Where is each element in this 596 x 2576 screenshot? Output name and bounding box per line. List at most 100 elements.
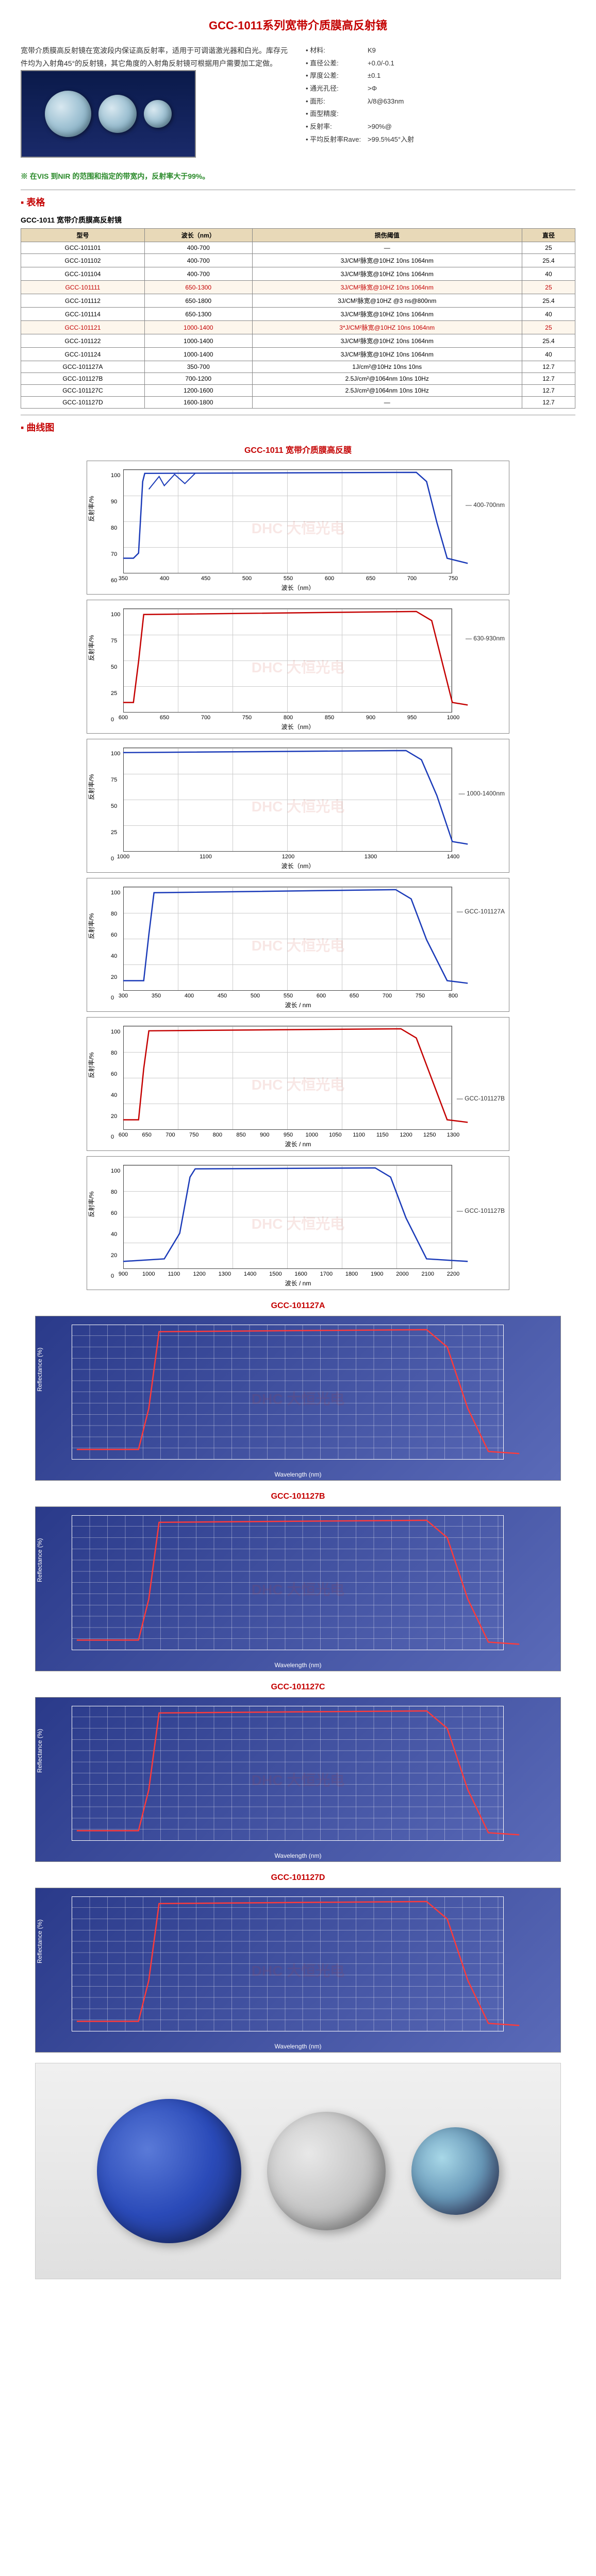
table-cell: 40 [522,267,575,281]
table-cell: 2.5J/cm²@1064nm 10ns 10Hz [252,385,522,397]
chart-xtick: 550 [284,575,293,582]
chart-xtick: 1150 [376,1132,389,1138]
chart-xtick: 600 [317,993,326,999]
table-cell: 650-1300 [144,308,252,321]
table-row: GCC-101101400-700—25 [21,242,575,254]
table-row: GCC-101127D1600-1800—12.7 [21,397,575,409]
chart-group-title: GCC-1011 宽带介质膜高反膜 [21,437,575,457]
table-cell: GCC-101124 [21,348,145,361]
chart-ytick: 40 [111,1231,117,1238]
table-cell: 650-1800 [144,294,252,308]
table-cell: 1000-1400 [144,321,252,334]
chart-x-label: 波长（nm） [282,861,315,870]
table-header-cell: 型号 [21,229,145,242]
spec-list: • 材料:K9• 直径公差:+0.0/-0.1• 厚度公差:±0.1• 通光孔径… [306,44,575,158]
blue-chart-title: GCC-101127D [21,1867,575,1885]
chart-xtick: 1200 [282,854,294,860]
chart-xtick: 750 [189,1132,198,1138]
chart-series-annotation: — GCC-101127B [457,1207,505,1214]
chart-ytick: 20 [111,1252,117,1259]
blue-reflectance-chart: DHC 大恒光电 Reflectance (%) Wavelength (nm) [35,1888,561,2053]
chart-xtick: 500 [251,993,260,999]
chart-y-label: Reflectance (%) [36,1538,43,1582]
chart-series-annotation: — GCC-101127B [457,1095,505,1102]
chart-xtick: 650 [366,575,375,582]
chart-x-label: Wavelength (nm) [275,2043,322,2050]
chart-ytick: 0 [111,717,114,723]
chart-series-annotation: — 1000-1400nm [459,790,505,797]
table-row: GCC-101127A350-7001J/cm²@10Hz 10ns 10ns1… [21,361,575,373]
spec-label: • 平均反射率Rave: [306,133,368,146]
table-cell: 12.7 [522,385,575,397]
chart-ytick: 0 [111,1134,114,1140]
table-cell: 3J/CM²脉宽@10HZ @3 ns@800nm [252,294,522,308]
chart-xtick: 850 [236,1132,245,1138]
chart-x-label: Wavelength (nm) [275,1662,322,1669]
spec-row: • 直径公差:+0.0/-0.1 [306,57,575,70]
section-chart-label: 曲线图 [21,415,575,437]
chart-xtick: 750 [416,993,425,999]
chart-ytick: 50 [111,664,117,670]
table-cell: GCC-101111 [21,281,145,294]
chart-x-label: 波长 / nm [285,1140,311,1148]
spec-value: >Φ [368,82,377,95]
chart-x-label: 波长（nm） [282,583,315,592]
chart-xtick: 2200 [447,1271,459,1277]
chart-xtick: 1100 [353,1132,365,1138]
chart-xtick: 550 [284,993,293,999]
table-cell: 400-700 [144,254,252,267]
chart-ytick: 100 [111,751,120,757]
table-cell: 25.4 [522,334,575,348]
intro-text: 宽带介质膜高反射镜在宽波段内保证高反射率，适用于可调谐激光器和白光。库存元件均为… [21,44,290,70]
chart-xtick: 800 [284,715,293,721]
table-cell: 1J/cm²@10Hz 10ns 10ns [252,361,522,373]
table-cell: 400-700 [144,242,252,254]
blue-chart-title: GCC-101127A [21,1295,575,1313]
chart-ytick: 100 [111,1029,120,1035]
chart-ytick: 80 [111,911,117,917]
table-cell: GCC-101101 [21,242,145,254]
table-cell: 700-1200 [144,373,252,385]
chart-xtick: 650 [142,1132,152,1138]
chart-xtick: 650 [160,715,169,721]
spec-label: • 厚度公差: [306,70,368,82]
spec-row: • 通光孔径:>Φ [306,82,575,95]
chart-xtick: 700 [383,993,392,999]
spec-label: • 通光孔径: [306,82,368,95]
reflectance-chart: DHC 大恒光电 反射率/% 波长 / nm — GCC-101127B 900… [87,1156,509,1290]
table-cell: 25 [522,281,575,294]
chart-ytick: 70 [111,551,117,557]
table-cell: GCC-101112 [21,294,145,308]
chart-ytick: 50 [111,803,117,809]
table-row: GCC-101127C1200-16002.5J/cm²@1064nm 10ns… [21,385,575,397]
table-cell: 3*J/CM²脉宽@10HZ 10ns 1064nm [252,321,522,334]
table-row: GCC-101114650-13003J/CM²脉宽@10HZ 10ns 106… [21,308,575,321]
chart-xtick: 900 [366,715,375,721]
reflectance-chart: DHC 大恒光电 反射率/% 波长（nm） — 630-930nm 600650… [87,600,509,734]
chart-ytick: 100 [111,472,120,479]
spec-row: • 材料:K9 [306,44,575,57]
table-header-cell: 直径 [522,229,575,242]
table-cell: 3J/CM²脉宽@10HZ 10ns 1064nm [252,281,522,294]
table-cell: — [252,242,522,254]
reflectance-chart: DHC 大恒光电 反射率/% 波长（nm） — 400-700nm 350400… [87,461,509,595]
table-row: GCC-101104400-7003J/CM²脉宽@10HZ 10ns 1064… [21,267,575,281]
chart-xtick: 1100 [200,854,212,860]
table-cell: — [252,397,522,409]
chart-x-label: Wavelength (nm) [275,1471,322,1478]
chart-xtick: 1250 [423,1132,436,1138]
chart-ytick: 75 [111,638,117,644]
spec-row: • 面型精度: [306,108,575,121]
chart-xtick: 1300 [219,1271,231,1277]
chart-ytick: 80 [111,1050,117,1056]
spec-label: • 面形: [306,95,368,108]
table-cell: 1200-1600 [144,385,252,397]
chart-ytick: 20 [111,1113,117,1120]
chart-series-annotation: — 400-700nm [466,501,505,509]
blue-chart-title: GCC-101127C [21,1676,575,1694]
table-cell: 2.5J/cm²@1064nm 10ns 10Hz [252,373,522,385]
chart-xtick: 1900 [371,1271,383,1277]
table-cell: 25.4 [522,294,575,308]
table-cell: 3J/CM²脉宽@10HZ 10ns 1064nm [252,308,522,321]
chart-xtick: 400 [185,993,194,999]
